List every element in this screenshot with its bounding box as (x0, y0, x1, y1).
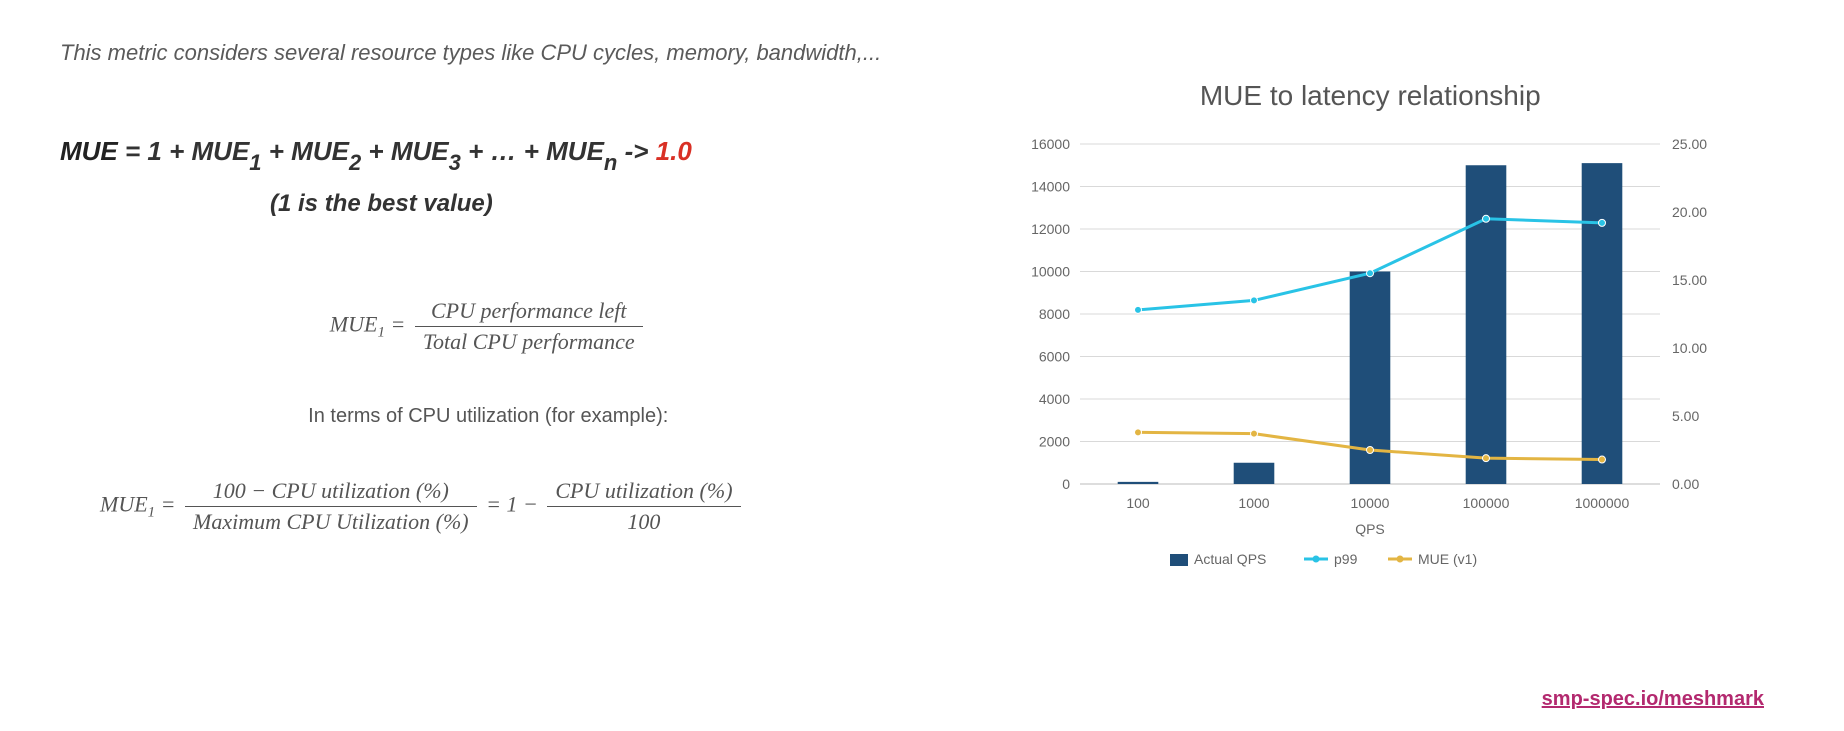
svg-text:6000: 6000 (1039, 349, 1070, 365)
formula-mue1: MUE1 = CPU performance left Total CPU pe… (330, 298, 647, 355)
svg-text:12000: 12000 (1031, 221, 1070, 237)
chart-area: 0 2000 4000 6000 8000 10000 12000 14000 16000 0.0… (1010, 124, 1730, 604)
best-value-note: (1 is the best value) (270, 190, 916, 218)
svg-text:2000: 2000 (1039, 434, 1070, 450)
left-column: This metric considers several resource t… (60, 40, 956, 711)
svg-text:10000: 10000 (1031, 264, 1070, 280)
svg-text:Actual QPS: Actual QPS (1194, 551, 1266, 567)
svg-text:5.00: 5.00 (1672, 408, 1699, 424)
svg-text:100000: 100000 (1463, 495, 1510, 511)
formula-mue1-expanded: MUE1 = 100 − CPU utilization (%) Maximum… (100, 478, 745, 535)
chart-svg: 0 2000 4000 6000 8000 10000 12000 14000 16000 0.0… (1010, 124, 1730, 584)
svg-text:MUE (v1): MUE (v1) (1418, 551, 1477, 567)
svg-text:8000: 8000 (1039, 306, 1070, 322)
mue1-numerator: CPU performance left (415, 298, 643, 327)
svg-text:1000000: 1000000 (1575, 495, 1630, 511)
target-value: 1.0 (656, 136, 692, 166)
mue1-denominator: Total CPU performance (415, 327, 643, 355)
svg-text:QPS: QPS (1355, 521, 1385, 537)
svg-text:16000: 16000 (1031, 136, 1070, 152)
svg-text:0: 0 (1062, 476, 1070, 492)
svg-text:20.00: 20.00 (1672, 204, 1707, 220)
mue-label: MUE (60, 136, 118, 166)
svg-text:0.00: 0.00 (1672, 476, 1699, 492)
intro-text: This metric considers several resource t… (60, 40, 916, 66)
svg-text:1000: 1000 (1239, 495, 1270, 511)
svg-text:25.00: 25.00 (1672, 136, 1707, 152)
svg-text:p99: p99 (1334, 551, 1358, 567)
right-column: MUE to latency relationship 0 2000 4000 600… (956, 40, 1784, 711)
svg-text:100: 100 (1127, 495, 1151, 511)
formula-main: MUE = 1 + MUE1 + MUE2 + MUE3 + … + MUEn … (60, 136, 916, 176)
svg-text:15.00: 15.00 (1672, 272, 1707, 288)
svg-text:14000: 14000 (1031, 179, 1070, 195)
svg-text:10.00: 10.00 (1672, 340, 1707, 356)
chart-title: MUE to latency relationship (1200, 80, 1541, 112)
source-link[interactable]: smp-spec.io/meshmark (1542, 688, 1764, 711)
explain-text: In terms of CPU utilization (for example… (60, 405, 916, 428)
svg-text:4000: 4000 (1039, 391, 1070, 407)
svg-text:10000: 10000 (1351, 495, 1390, 511)
